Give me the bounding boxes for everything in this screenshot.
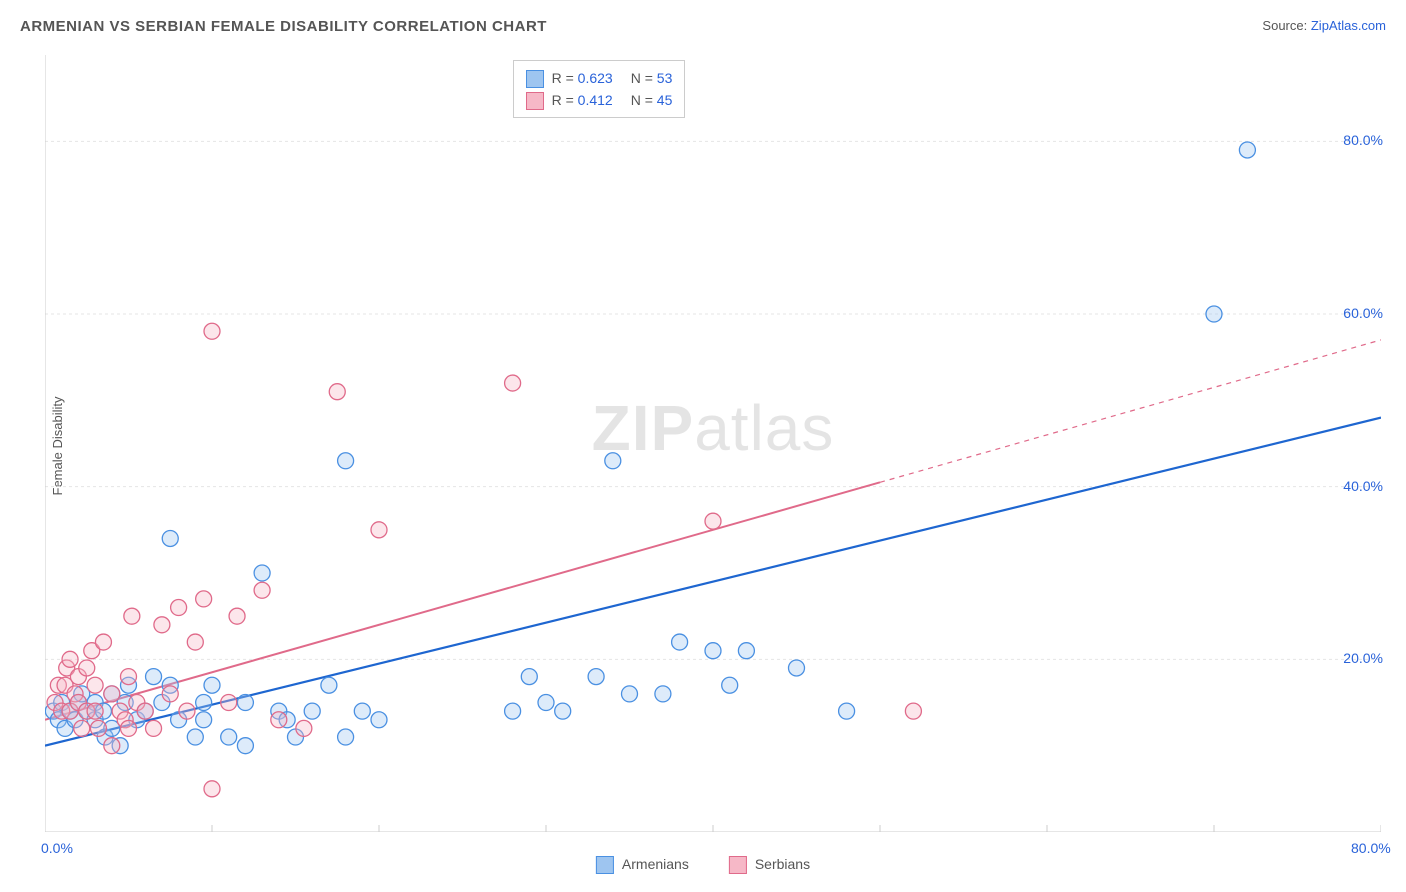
legend-series-item: Serbians <box>729 856 810 874</box>
source-label: Source: <box>1262 18 1307 33</box>
y-tick-label: 20.0% <box>1343 650 1383 666</box>
legend-stats-row: R = 0.412 N = 45 <box>526 89 673 111</box>
legend-swatch <box>526 70 544 88</box>
legend-r-value: 0.412 <box>578 92 613 108</box>
legend-series-label: Armenians <box>622 856 689 872</box>
legend-swatch <box>729 856 747 874</box>
legend-swatch <box>526 92 544 110</box>
chart-title: ARMENIAN VS SERBIAN FEMALE DISABILITY CO… <box>20 18 547 35</box>
legend-series-label: Serbians <box>755 856 810 872</box>
y-tick-label: 80.0% <box>1343 132 1383 148</box>
y-tick-label: 60.0% <box>1343 305 1383 321</box>
source-attribution: Source: ZipAtlas.com <box>1262 18 1386 33</box>
legend-n-label: N = <box>631 92 657 108</box>
source-link[interactable]: ZipAtlas.com <box>1311 18 1386 33</box>
legend-stats-box: R = 0.623 N = 53 R = 0.412 N = 45 <box>513 60 686 118</box>
x-tick-label: 0.0% <box>41 840 73 856</box>
legend-r-label: R = <box>552 92 578 108</box>
legend-n-label: N = <box>631 70 657 86</box>
legend-series: Armenians Serbians <box>596 856 810 874</box>
legend-series-item: Armenians <box>596 856 689 874</box>
legend-n-value: 45 <box>657 92 673 108</box>
legend-r-value: 0.623 <box>578 70 613 86</box>
chart-plot-area: ZIPatlas R = 0.623N = 53R = 0.412N = 45 … <box>45 55 1381 832</box>
legend-swatch <box>596 856 614 874</box>
legend-r-label: R = <box>552 70 578 86</box>
legend-stats-row: R = 0.623 N = 53 <box>526 67 673 89</box>
y-tick-label: 40.0% <box>1343 478 1383 494</box>
legend-n-value: 53 <box>657 70 673 86</box>
x-tick-label: 80.0% <box>1351 840 1391 856</box>
scatter-svg <box>45 55 1381 832</box>
